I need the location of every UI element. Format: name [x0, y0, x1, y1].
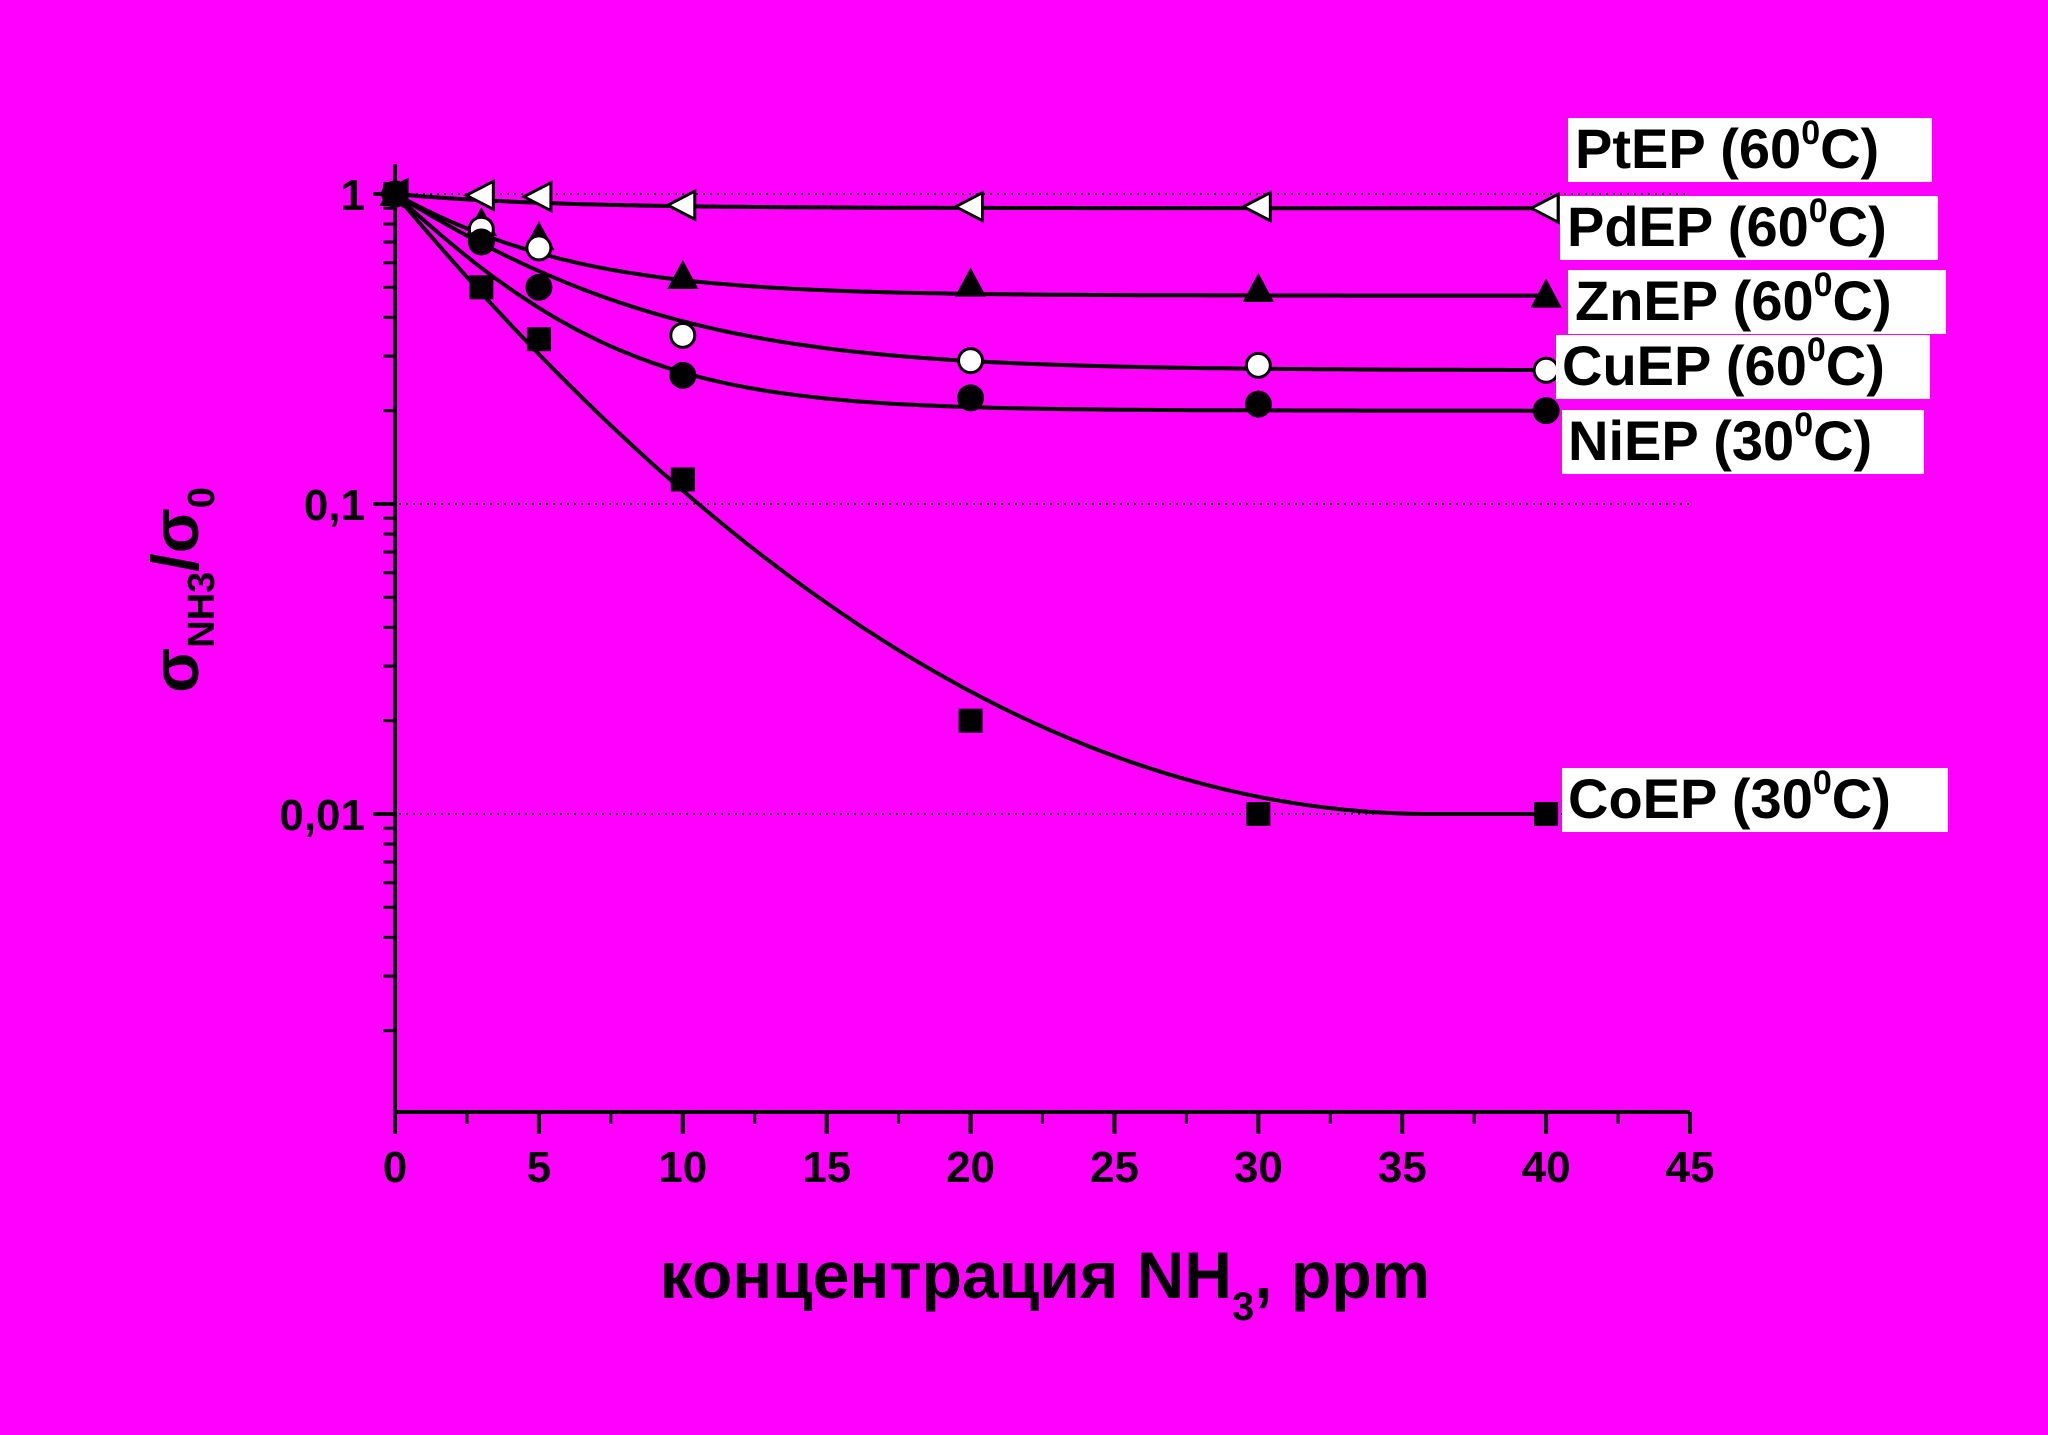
series-label-box-znep — [1568, 270, 1946, 334]
x-axis-title-sub: 3 — [1232, 1285, 1254, 1329]
series-label-suffix: C) — [1820, 117, 1879, 180]
series-label-box-niep — [1562, 410, 1924, 474]
data-point-znep — [1532, 356, 1560, 384]
x-tick-label: 10 — [658, 1143, 707, 1192]
y-tick-label: 0,1 — [304, 481, 365, 530]
x-axis-title-main: концентрация NH — [660, 1238, 1232, 1312]
series-label-znep: ZnEP (600C) — [1575, 266, 1892, 332]
data-point-cuep — [1532, 397, 1560, 425]
series-label-suffix: C) — [1832, 767, 1891, 830]
y-axis-title-sub0: 0 — [181, 487, 223, 508]
series-label-prefix: PtEP (60 — [1575, 117, 1801, 180]
series-label-cuep: CuEP (600C) — [1562, 331, 1885, 397]
series-label-sup: 0 — [1807, 331, 1826, 369]
x-tick-label: 20 — [946, 1143, 995, 1192]
y-tick-label: 0,01 — [279, 791, 365, 840]
x-axis-title-tail: , ppm — [1254, 1238, 1430, 1312]
data-point-ptep — [463, 178, 495, 212]
data-point-ptep — [520, 180, 553, 214]
series-label-suffix: C) — [1813, 409, 1872, 472]
data-point-cuep — [467, 228, 495, 256]
series-label-prefix: ZnEP (60 — [1575, 269, 1814, 332]
series-label-sup: 0 — [1794, 406, 1813, 444]
data-point-ptep — [952, 190, 985, 224]
y-axis-title-sigma: σ — [138, 648, 212, 693]
series-label-sup: 0 — [1809, 192, 1828, 230]
fit-curve-coep — [393, 192, 1547, 816]
x-tick-label: 25 — [1090, 1143, 1139, 1192]
data-point-ptep — [1527, 191, 1560, 225]
data-point-coep — [1246, 802, 1271, 826]
data-point-cuep — [525, 273, 553, 301]
series-label-prefix: NiEP (30 — [1568, 409, 1794, 472]
x-tick-label: 35 — [1378, 1143, 1427, 1192]
y-tick-label: 1 — [341, 171, 365, 220]
series-label-suffix: C) — [1826, 334, 1885, 397]
data-point-cuep — [1244, 390, 1272, 418]
y-axis-title-slash: / — [138, 553, 212, 571]
series-label-box-pdep — [1560, 196, 1938, 260]
series-label-sup: 0 — [1813, 764, 1832, 802]
x-axis-title: концентрация NH3, ppm — [660, 1238, 1430, 1329]
x-tick-label: 5 — [527, 1143, 551, 1192]
y-axis-title-sub: NH3 — [181, 572, 223, 648]
series-label-sup: 0 — [1801, 114, 1820, 152]
data-point-coep — [958, 708, 983, 733]
data-point-coep — [469, 275, 494, 300]
data-point-cuep — [669, 361, 697, 389]
data-point-coep — [383, 182, 407, 206]
data-point-pdep — [954, 267, 987, 297]
series-label-ptep: PtEP (600C) — [1575, 114, 1879, 180]
series-label-box-ptep — [1568, 118, 1932, 182]
x-tick-label: 0 — [383, 1143, 407, 1192]
series-label-suffix: C) — [1828, 195, 1887, 258]
data-point-pdep — [1242, 272, 1275, 303]
y-axis-title-sigma0: σ — [138, 508, 212, 553]
series-label-pdep: PdEP (600C) — [1567, 192, 1887, 258]
x-tick-label: 30 — [1234, 1143, 1283, 1192]
data-point-coep — [1534, 802, 1559, 826]
series-label-niep: NiEP (300C) — [1568, 406, 1872, 472]
data-point-coep — [526, 327, 551, 352]
series-label-prefix: CoEP (30 — [1568, 767, 1813, 830]
y-axis-title: σNH3/σ0 — [138, 487, 223, 693]
data-point-ptep — [1240, 190, 1272, 224]
series-label-suffix: C) — [1833, 269, 1892, 332]
data-point-znep — [669, 321, 697, 349]
series-label-box-coep — [1562, 768, 1948, 832]
x-tick-label: 45 — [1666, 1143, 1715, 1192]
series-label-sup: 0 — [1814, 266, 1833, 304]
series-label-coep: CoEP (300C) — [1568, 764, 1891, 830]
data-point-pdep — [667, 259, 699, 289]
data-point-znep — [525, 234, 553, 262]
fit-curve-cuep — [393, 192, 1547, 413]
series-label-box-cuep — [1556, 335, 1930, 399]
x-tick-label: 15 — [802, 1143, 851, 1192]
x-tick-label: 40 — [1522, 1143, 1571, 1192]
data-point-znep — [957, 347, 985, 375]
data-point-pdep — [1530, 278, 1562, 308]
series-label-prefix: CuEP (60 — [1562, 334, 1807, 397]
data-point-znep — [1244, 351, 1272, 379]
data-point-coep — [670, 467, 695, 492]
data-point-cuep — [957, 384, 985, 412]
data-point-ptep — [664, 188, 697, 222]
series-label-prefix: PdEP (60 — [1567, 195, 1809, 258]
